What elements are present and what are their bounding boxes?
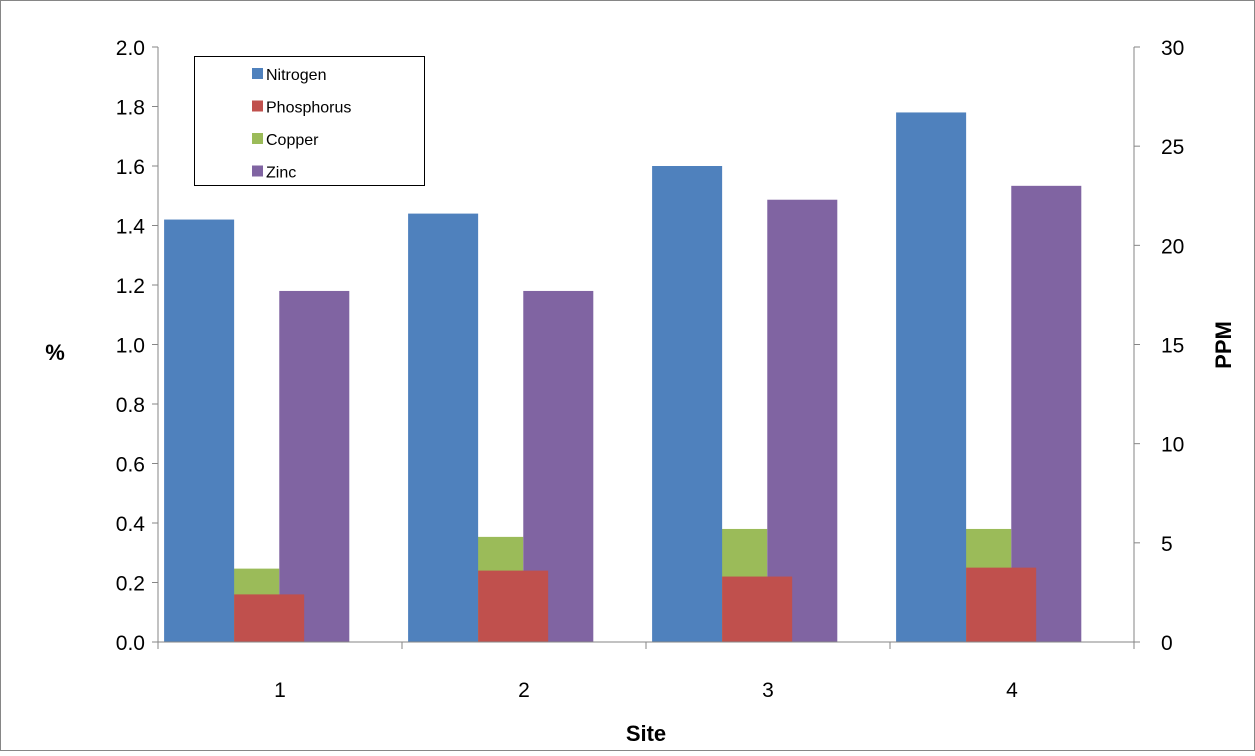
bar-nitrogen-site-3 xyxy=(652,166,723,642)
x-axis-label: Site xyxy=(626,721,666,746)
legend-swatch-copper xyxy=(252,133,263,144)
y-right-tick-label: 25 xyxy=(1161,136,1184,159)
legend-swatch-phosphorus xyxy=(252,100,263,112)
legend-label-zinc: Zinc xyxy=(266,165,296,182)
bar-phosphorus-site-1 xyxy=(234,594,305,642)
bar-zinc-site-4 xyxy=(1011,185,1082,642)
y-left-tick-label: 0.8 xyxy=(116,394,145,417)
legend-swatch-zinc xyxy=(252,165,263,177)
legend-label-phosphorus: Phosphorus xyxy=(266,100,351,117)
y-left-tick-label: 0.4 xyxy=(116,513,146,536)
bars-layer xyxy=(164,112,1082,643)
legend-box xyxy=(194,56,425,186)
y-right-tick-label: 10 xyxy=(1161,434,1184,457)
y-right-tick-label: 20 xyxy=(1161,235,1184,258)
x-tick-label: 2 xyxy=(518,679,530,702)
x-tick-label: 1 xyxy=(274,679,286,702)
legend-swatch-nitrogen xyxy=(252,68,263,79)
bar-nitrogen-site-1 xyxy=(164,219,235,643)
y-right-tick-label: 0 xyxy=(1161,632,1173,655)
bar-phosphorus-site-3 xyxy=(722,576,793,642)
legend-label-copper: Copper xyxy=(266,132,319,149)
y-left-tick-label: 1.4 xyxy=(116,216,146,239)
y-right-tick-label: 30 xyxy=(1161,37,1184,60)
y-right-tick-label: 15 xyxy=(1161,335,1184,358)
bar-phosphorus-site-2 xyxy=(478,570,549,642)
legend: Nitrogen Phosphorus Copper Zinc xyxy=(194,56,425,186)
legend-label-nitrogen: Nitrogen xyxy=(266,67,326,84)
y-left-tick-label: 0.2 xyxy=(116,573,145,596)
y-axis-left-label: % xyxy=(45,340,65,365)
bar-nitrogen-site-2 xyxy=(408,213,479,642)
axes-layer: 0.0 0.2 0.4 0.6 0.8 1.0 1.2 1.4 1.6 1.8 2.0 0 5 10 15 2… xyxy=(116,37,1185,702)
bar-zinc-site-1 xyxy=(279,290,350,642)
y-left-tick-label: 0.6 xyxy=(116,454,145,477)
y-axis-right-label: PPM xyxy=(1211,321,1236,369)
y-left-tick-label: 0.0 xyxy=(116,632,145,655)
bar-zinc-site-3 xyxy=(767,199,838,642)
bar-phosphorus-site-4 xyxy=(966,567,1037,643)
y-left-tick-label: 1.6 xyxy=(116,156,145,179)
y-left-tick-label: 1.2 xyxy=(116,275,145,298)
bar-nitrogen-site-4 xyxy=(896,112,967,642)
y-left-tick-label: 1.0 xyxy=(116,335,145,358)
x-tick-label: 3 xyxy=(762,679,774,702)
y-left-tick-label: 2.0 xyxy=(116,37,145,60)
y-left-tick-label: 1.8 xyxy=(116,97,145,120)
x-tick-label: 4 xyxy=(1006,679,1018,702)
y-right-tick-label: 5 xyxy=(1161,533,1173,556)
